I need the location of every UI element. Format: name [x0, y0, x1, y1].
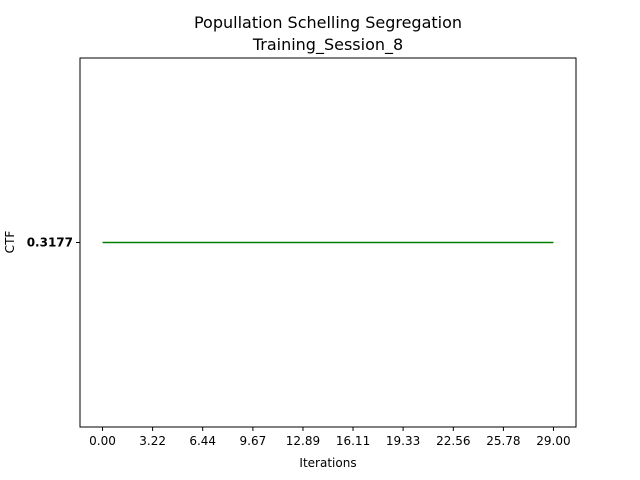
- chart-title: Popullation Schelling Segregation: [194, 13, 462, 32]
- x-tick-label: 25.78: [486, 434, 520, 448]
- x-tick-label: 16.11: [336, 434, 370, 448]
- x-tick-label: 29.00: [536, 434, 570, 448]
- y-axis-label: CTF: [3, 231, 17, 254]
- x-tick-label: 22.56: [436, 434, 470, 448]
- x-tick-label: 6.44: [189, 434, 216, 448]
- x-tick-label: 12.89: [286, 434, 320, 448]
- x-axis-ticks: 0.00 3.22 6.44 9.67 12.89 16.11 19.33 22.56 25.7…: [89, 427, 571, 448]
- x-tick-label: 19.33: [386, 434, 420, 448]
- plot-frame: [79, 57, 577, 428]
- x-axis-label: Iterations: [299, 456, 356, 470]
- x-tick-label: 3.22: [139, 434, 166, 448]
- y-tick-label: 0.3177: [27, 236, 73, 250]
- x-tick-label: 9.67: [240, 434, 267, 448]
- y-axis-ticks: 0.3177: [27, 236, 80, 250]
- x-tick-label: 0.00: [89, 434, 116, 448]
- chart-subtitle: Training_Session_8: [252, 35, 403, 55]
